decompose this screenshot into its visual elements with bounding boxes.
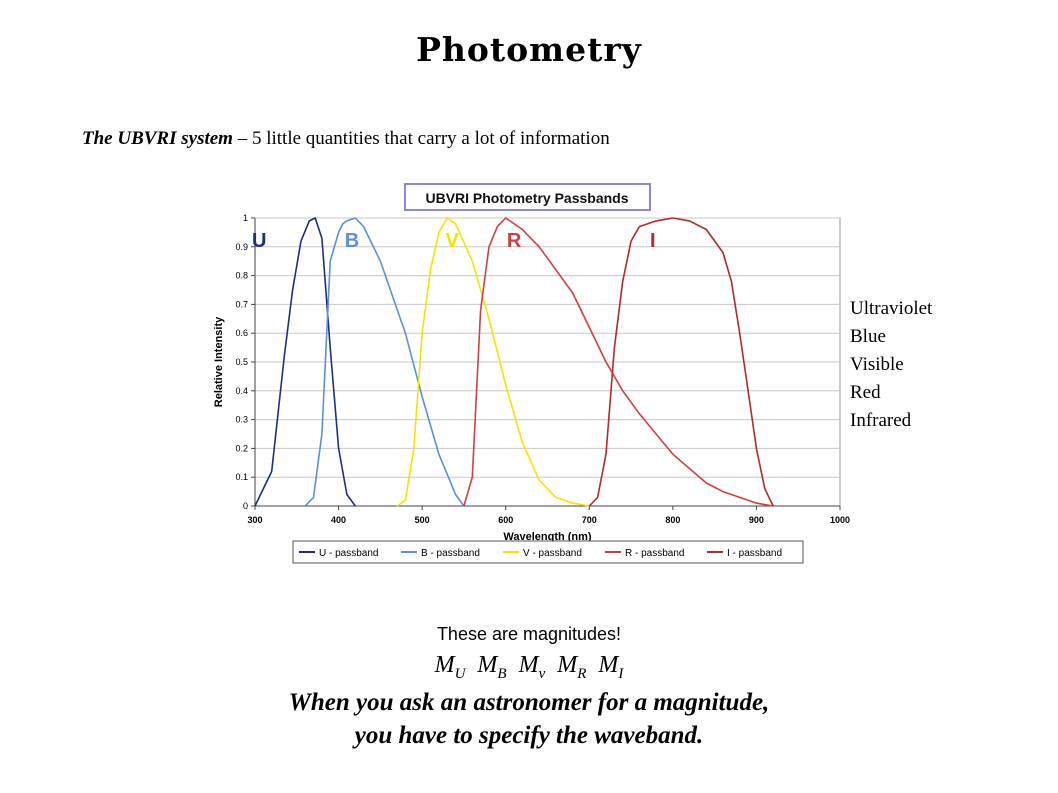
subtitle-emphasis: The UBVRI system	[82, 128, 233, 149]
y-tick-label: 0.4	[235, 386, 248, 396]
x-tick-label: 300	[247, 515, 262, 525]
magnitude-symbols: MU MB Mv MR MI	[0, 652, 1058, 683]
chart-title-box	[404, 183, 651, 211]
magnitude-u: MU	[434, 652, 466, 682]
conclusion-line-2: you have to specify the waveband.	[354, 722, 704, 749]
magnitude-subscript: U	[454, 665, 466, 682]
x-tick-label: 500	[415, 515, 430, 525]
magnitude-b: MB	[477, 652, 506, 682]
series-annotation-b: B	[345, 230, 359, 252]
x-tick-label: 1000	[830, 515, 850, 525]
y-tick-label: 0.3	[235, 415, 248, 425]
x-tick-label: 900	[749, 515, 764, 525]
passband-chart: UBVRI Photometry Passbands 0 0.1 0.2 0.3 0.4 0…	[213, 183, 850, 564]
slide-title: Photometry	[416, 30, 642, 69]
x-axis-label: Wavelength (nm)	[503, 531, 592, 543]
legend-label: V - passband	[523, 548, 582, 559]
conclusion-line-1: When you ask an astronomer for a magnitu…	[288, 689, 770, 716]
magnitude-base: M	[477, 652, 498, 678]
legend-label: R - passband	[625, 548, 684, 559]
legend-label: B - passband	[421, 548, 480, 559]
band-name-list: Ultraviolet Blue Visible Red Infrared	[850, 295, 932, 435]
series-line-i	[588, 217, 774, 507]
magnitude-subscript: v	[538, 665, 546, 682]
y-tick-label: 0.1	[235, 472, 248, 482]
magnitude-subscript: B	[497, 665, 507, 682]
magnitude-base: M	[518, 652, 539, 678]
y-tick-label: 0.9	[235, 242, 248, 252]
band-name-visible: Visible	[850, 354, 904, 375]
magnitude-base: M	[598, 652, 619, 678]
magnitude-i: MI	[598, 652, 623, 682]
y-axis-label: Relative Intensity	[213, 316, 225, 407]
series-annotation-i: I	[650, 230, 656, 252]
band-name-red: Red	[850, 382, 881, 403]
magnitude-r: MR	[557, 652, 586, 682]
legend-label: U - passband	[319, 548, 378, 559]
series-line-b	[304, 217, 465, 507]
legend-label: I - passband	[727, 548, 782, 559]
y-tick-label: 0.8	[235, 271, 248, 281]
y-tick-label: 0.5	[235, 357, 248, 367]
series-line-u	[254, 217, 356, 507]
band-name-infrared: Infrared	[850, 410, 912, 431]
series-annotation-v: V	[446, 230, 460, 252]
series-line-r	[463, 217, 774, 507]
x-tick-label: 600	[498, 515, 513, 525]
magnitudes-note: These are magnitudes!	[436, 624, 622, 644]
chart-title: UBVRI Photometry Passbands	[425, 190, 628, 206]
x-tick-label: 700	[582, 515, 597, 525]
conclusion-text: When you ask an astronomer for a magnitu…	[0, 686, 1058, 752]
y-tick-label: 1	[243, 213, 248, 223]
series-line-v	[396, 217, 590, 507]
legend-box	[292, 540, 804, 564]
y-tick-label: 0.6	[235, 328, 248, 338]
y-tick-label: 0.2	[235, 443, 248, 453]
magnitude-v: Mv	[518, 652, 546, 682]
subtitle: The UBVRI system – 5 little quantities t…	[82, 128, 610, 150]
y-tick-label: 0.7	[235, 299, 248, 309]
series-annotation-r: R	[507, 230, 522, 252]
subtitle-rest: – 5 little quantities that carry a lot o…	[232, 128, 610, 149]
magnitude-base: M	[557, 652, 578, 678]
y-tick-label: 0	[243, 501, 248, 511]
band-name-ultraviolet: Ultraviolet	[850, 298, 933, 319]
band-name-blue: Blue	[850, 326, 886, 347]
magnitude-subscript: I	[618, 665, 624, 682]
x-tick-label: 400	[331, 515, 346, 525]
magnitude-subscript: R	[577, 665, 587, 682]
magnitude-base: M	[434, 652, 455, 678]
series-annotation-u: U	[252, 230, 266, 252]
x-tick-label: 800	[665, 515, 680, 525]
